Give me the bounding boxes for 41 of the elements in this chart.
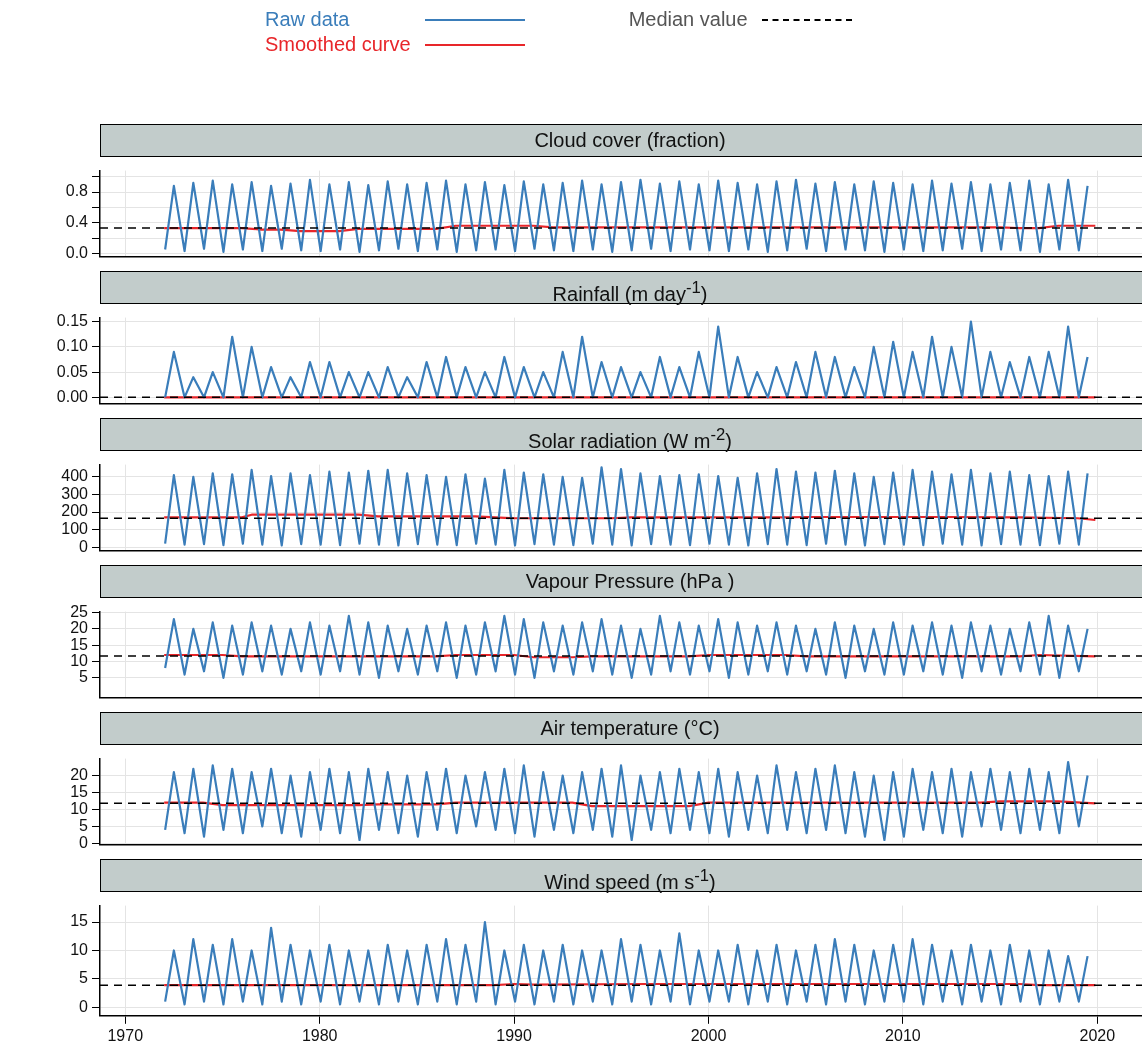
y-tick-label: 0.00 bbox=[56, 387, 89, 405]
x-tick-label: 1970 bbox=[107, 1026, 144, 1044]
y-tick-label: 20 bbox=[70, 765, 89, 783]
x-tick-label: 1980 bbox=[301, 1026, 338, 1044]
y-tick-label: 0.15 bbox=[56, 312, 89, 330]
y-tick-label: 5 bbox=[79, 816, 89, 834]
x-tick-label: 2020 bbox=[1079, 1026, 1116, 1044]
y-tick-label: 100 bbox=[61, 520, 89, 538]
y-tick-label: 10 bbox=[70, 799, 89, 817]
y-tick-label: 20 bbox=[70, 619, 89, 637]
y-tick-label: 10 bbox=[70, 940, 89, 958]
chart-title: Cloud cover (fraction) bbox=[100, 124, 1142, 157]
y-tick-label: 0 bbox=[79, 537, 89, 555]
y-tick-label: 10 bbox=[70, 651, 89, 669]
y-tick-label: 0.10 bbox=[56, 337, 89, 355]
y-tick-label: 15 bbox=[70, 782, 89, 800]
chart-title: Rainfall (m day$^{-1}$) bbox=[100, 271, 1142, 305]
y-tick-label: 15 bbox=[70, 912, 89, 930]
chart-title: Wind speed (m s$^{-1}$) bbox=[100, 859, 1142, 893]
y-tick-label: 0 bbox=[79, 997, 89, 1015]
chart-title: Air temperature (°C) bbox=[100, 712, 1142, 745]
y-tick-label: 0.8 bbox=[65, 182, 89, 200]
y-tick-label: 0 bbox=[79, 833, 89, 851]
legend-label: Smoothed curve bbox=[265, 33, 411, 56]
x-tick-label: 2000 bbox=[690, 1026, 727, 1044]
legend-label: Median value bbox=[628, 8, 748, 31]
x-tick-label: 1990 bbox=[496, 1026, 532, 1044]
text: Raw data bbox=[265, 8, 351, 31]
x-tick-label: 2010 bbox=[885, 1026, 921, 1044]
y-tick-label: 15 bbox=[70, 635, 89, 653]
y-tick-label: 25 bbox=[70, 602, 89, 620]
chart-title: Vapour Pressure (hPa ) bbox=[100, 565, 1142, 598]
y-tick-label: 0.4 bbox=[65, 213, 89, 231]
y-tick-label: 0.05 bbox=[56, 362, 89, 380]
y-tick-label: 300 bbox=[61, 484, 89, 502]
y-tick-label: 200 bbox=[61, 502, 89, 520]
y-tick-label: 0.0 bbox=[65, 243, 89, 261]
y-tick-label: 5 bbox=[79, 668, 89, 686]
chart-title: Solar radiation (W m$^{-2}$) bbox=[100, 418, 1142, 452]
y-tick-label: 5 bbox=[79, 969, 89, 987]
y-tick-label: 400 bbox=[61, 467, 89, 485]
